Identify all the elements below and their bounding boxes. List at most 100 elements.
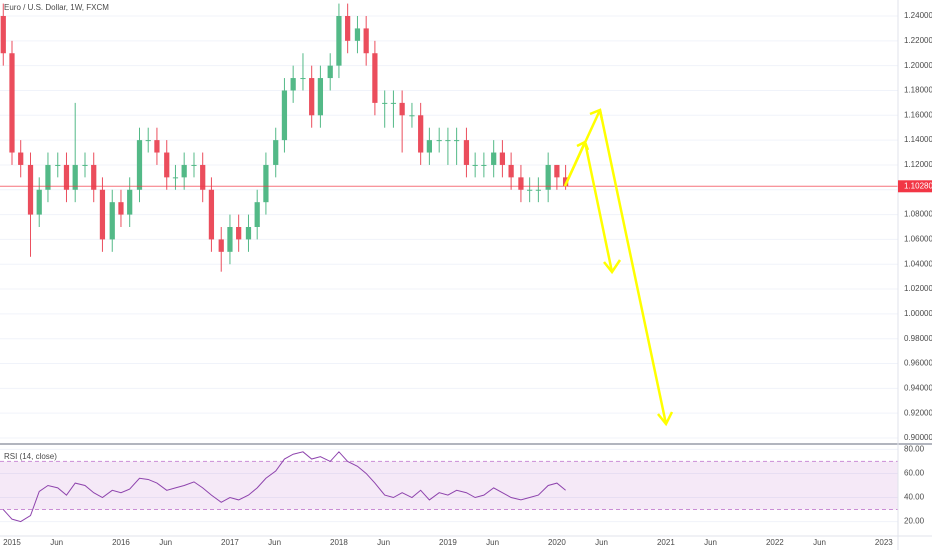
candle-body	[45, 164, 51, 190]
x-tick-label: 2017	[221, 538, 239, 547]
y-tick-label: 60.00	[904, 469, 925, 478]
candle-body	[27, 164, 34, 215]
candle-body	[281, 90, 288, 141]
candle-body	[354, 28, 361, 41]
candle-body	[82, 164, 88, 166]
candle-body	[136, 140, 143, 190]
arrow-head	[657, 411, 674, 427]
x-tick-label: Jun	[813, 538, 826, 547]
y-tick-label: 1.12000	[904, 160, 932, 169]
x-tick-label: Jun	[595, 538, 608, 547]
y-tick-label: 1.22000	[904, 36, 932, 45]
candle-body	[245, 227, 252, 240]
candle-body	[227, 227, 233, 252]
y-tick-label: 1.14000	[904, 135, 932, 144]
candle-body	[55, 164, 61, 166]
arrow-head	[603, 259, 622, 275]
candle-body	[535, 189, 541, 191]
candle-body	[109, 202, 115, 240]
candle-body	[263, 164, 269, 203]
y-tick-label: 40.00	[904, 493, 925, 502]
candle-body	[390, 102, 397, 104]
candle-body	[273, 140, 279, 165]
candle-body	[399, 102, 405, 116]
candle-body	[300, 78, 306, 80]
candle-body	[499, 152, 506, 165]
candle-body	[254, 202, 260, 227]
candle-body	[409, 115, 415, 117]
y-tick-label: 1.08000	[904, 210, 932, 219]
candle-body	[463, 140, 470, 165]
candle-body	[445, 140, 451, 142]
candle-body	[508, 164, 514, 178]
candle-body	[382, 102, 388, 104]
y-tick-label: 1.24000	[904, 11, 932, 20]
text-layer: 2015 Jun 2016 Jun 2017 Jun 2018 Jun 2019 Jun 2020 J…	[3, 11, 932, 547]
x-tick-label: 2019	[439, 538, 457, 547]
candle-body	[518, 177, 524, 190]
price-label-box	[898, 180, 932, 193]
arrow	[583, 141, 614, 273]
rsi-line	[2, 451, 566, 523]
y-tick-label: 1.02000	[904, 284, 932, 293]
candle-body	[527, 189, 533, 191]
chart-title: Euro / U.S. Dollar, 1W, FXCM	[4, 3, 109, 12]
candle-body	[200, 164, 206, 190]
x-tick-label: 2023	[875, 538, 893, 547]
y-tick-label: 0.96000	[904, 359, 932, 368]
arrow	[598, 109, 668, 425]
y-tick-label: 1.16000	[904, 110, 932, 119]
candle-body	[99, 189, 106, 240]
y-tick-label: 0.90000	[904, 433, 932, 442]
candle-body	[454, 140, 460, 142]
y-tick-label: 0.98000	[904, 334, 932, 343]
candle-body	[181, 164, 187, 178]
x-tick-label: 2015	[3, 538, 21, 547]
y-tick-label: 1.20000	[904, 61, 932, 70]
candle-body	[218, 239, 224, 252]
y-tick-label: 0.94000	[904, 383, 932, 392]
candle-body	[63, 164, 70, 190]
x-tick-label: Jun	[159, 538, 172, 547]
y-tick-label: 0.92000	[904, 408, 932, 417]
candle-body	[0, 16, 6, 54]
candle-body	[9, 53, 15, 153]
candle-body	[127, 189, 133, 215]
x-tick-label: Jun	[268, 538, 281, 547]
candle-body	[491, 152, 497, 165]
candle-body	[372, 53, 378, 103]
price-label: 1.10280	[904, 181, 932, 190]
x-tick-label: 2018	[330, 538, 348, 547]
candle-body	[345, 16, 351, 41]
projection-arrows	[563, 108, 674, 427]
candle-body	[72, 164, 78, 190]
candle-body	[172, 177, 179, 179]
candle-body	[426, 140, 432, 153]
candle-body	[436, 140, 442, 142]
x-tick-label: Jun	[377, 538, 390, 547]
candle-body	[36, 189, 42, 215]
x-tick-label: Jun	[704, 538, 717, 547]
candle-body	[208, 189, 215, 240]
candle-body	[91, 164, 97, 190]
x-tick-label: 2022	[766, 538, 784, 547]
marks-layer	[0, 3, 898, 523]
rsi-title: RSI (14, close)	[4, 452, 57, 461]
candle-body	[191, 164, 197, 166]
y-tick-label: 1.06000	[904, 235, 932, 244]
candle-body	[363, 28, 369, 54]
candle-body	[472, 164, 478, 166]
x-tick-label: 2016	[112, 538, 130, 547]
y-tick-label: 1.04000	[904, 259, 932, 268]
candle-body	[481, 164, 487, 166]
candle-body	[18, 152, 24, 165]
x-tick-label: 2021	[657, 538, 675, 547]
candle-body	[418, 115, 424, 153]
candle-body	[317, 78, 324, 116]
candle-body	[164, 152, 170, 178]
candle-body	[236, 227, 242, 240]
candle-body	[145, 140, 151, 142]
x-tick-label: Jun	[486, 538, 499, 547]
